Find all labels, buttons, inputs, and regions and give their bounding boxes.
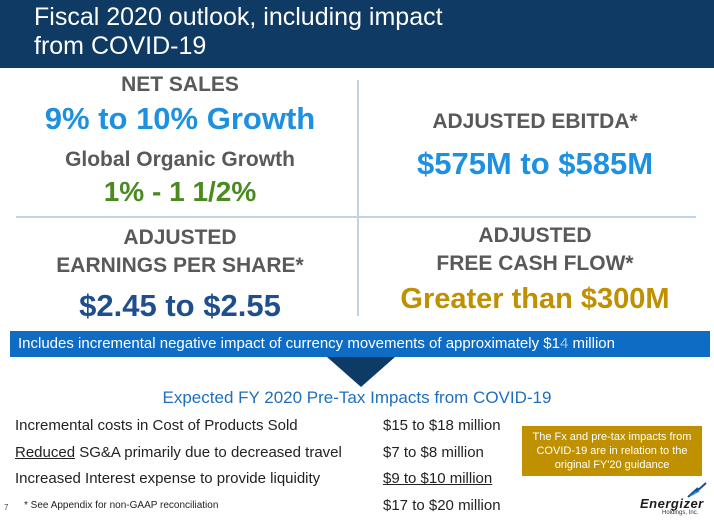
impact-total-value: $17 to $20 million <box>383 497 501 514</box>
eps-label-line1: ADJUSTED <box>123 226 237 249</box>
slide-title-line1: Fiscal 2020 outlook, including impact <box>34 3 443 31</box>
eps-label-line2: EARNINGS PER SHARE* <box>56 254 304 277</box>
impact-row-value: $7 to $8 million <box>383 444 484 461</box>
impact-row-label: Reduced SG&A primarily due to decreased … <box>15 444 342 461</box>
net-sales-label: NET SALES <box>121 73 239 96</box>
impact-row-label: Increased Interest expense to provide li… <box>15 470 321 487</box>
eps-value: $2.45 to $2.55 <box>79 288 281 323</box>
currency-impact-text: Includes incremental negative impact of … <box>18 335 615 352</box>
fx-note-box: The Fx and pre-tax impacts from COVID-19… <box>522 426 702 476</box>
logo-mark-icon <box>687 482 707 498</box>
page-number: 7 <box>4 503 9 512</box>
energizer-logo: Energizer Holdings, Inc. <box>640 480 710 518</box>
impact-row-label: Incremental costs in Cost of Products So… <box>15 417 298 434</box>
horizontal-divider <box>16 216 696 218</box>
impact-row-label-rest: SG&A primarily due to decreased travel <box>75 444 342 461</box>
slide-title-line2: from COVID-19 <box>34 32 207 60</box>
logo-subtext: Holdings, Inc. <box>662 510 699 516</box>
net-sales-value: 9% to 10% Growth <box>44 101 316 136</box>
impact-row-value: $15 to $18 million <box>383 417 501 434</box>
slide-title: Fiscal 2020 outlook, including impact fr… <box>34 3 674 61</box>
logo-wordmark: Energizer <box>640 496 704 511</box>
ebitda-value: $575M to $585M <box>416 146 654 181</box>
impacts-title: Expected FY 2020 Pre-Tax Impacts from CO… <box>162 388 552 407</box>
impact-row-value: $9 to $10 million <box>383 470 493 487</box>
currency-impact-text-end: million <box>568 335 615 352</box>
fcf-label-line1: ADJUSTED <box>478 224 592 247</box>
organic-growth-value: 1% - 1 1/2% <box>103 176 257 207</box>
fcf-value: Greater than $300M <box>400 283 670 315</box>
vertical-divider <box>357 80 359 316</box>
slide-header: Fiscal 2020 outlook, including impact fr… <box>0 0 714 68</box>
fx-note-text: The Fx and pre-tax impacts from COVID-19… <box>532 431 692 471</box>
currency-impact-highlight: 4 <box>559 335 569 352</box>
reduced-word: Reduced <box>15 444 76 461</box>
footnote: * See Appendix for non-GAAP reconciliati… <box>24 500 219 511</box>
currency-impact-banner: Includes incremental negative impact of … <box>10 331 710 357</box>
ebitda-label: ADJUSTED EBITDA* <box>432 110 638 133</box>
down-arrow-icon <box>327 357 395 387</box>
fcf-label-line2: FREE CASH FLOW* <box>436 252 634 275</box>
organic-growth-label: Global Organic Growth <box>65 148 295 171</box>
currency-impact-text-start: Includes incremental negative impact of … <box>18 335 560 352</box>
